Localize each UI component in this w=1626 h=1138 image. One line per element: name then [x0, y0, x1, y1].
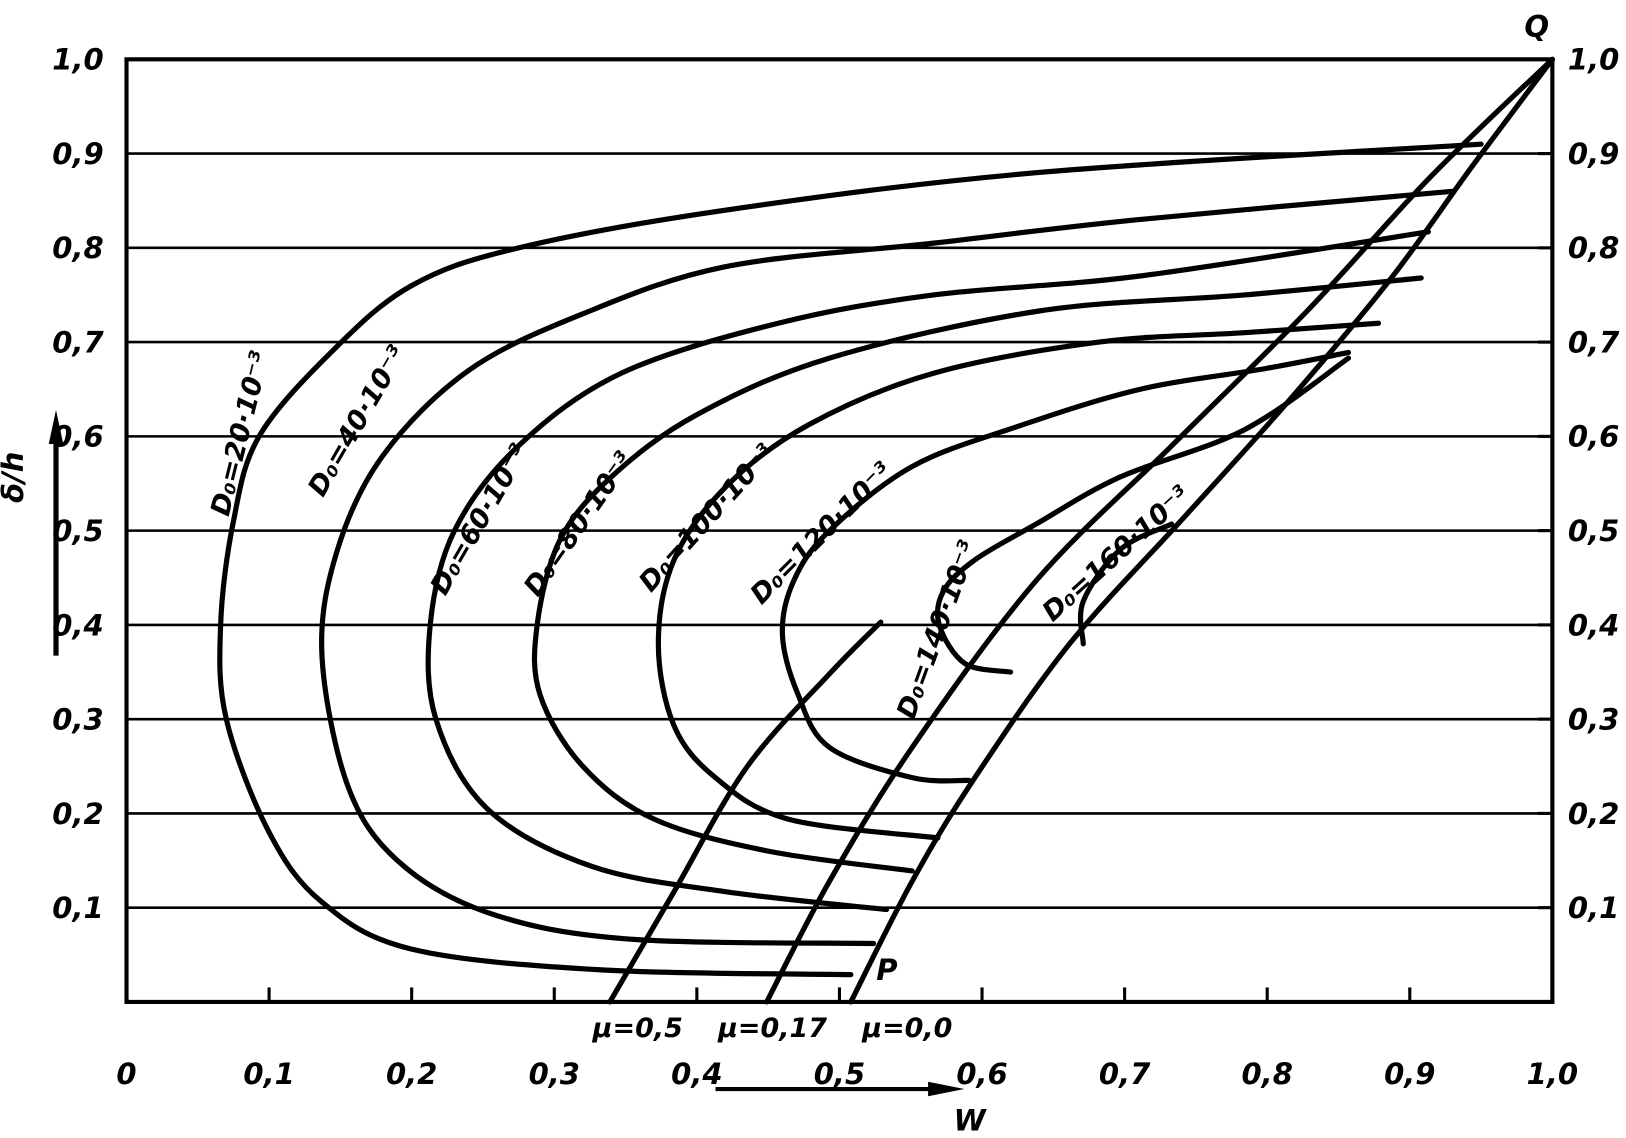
y-axis-arrowhead-icon — [48, 409, 64, 445]
series-line-0 — [217, 141, 1484, 978]
y-tick-label-left: 0,3 — [52, 703, 103, 737]
x-tick-label: 0,8 — [1241, 1057, 1292, 1091]
y-tick-label-right: 0,1 — [1568, 891, 1619, 925]
y-tick-label-left: 0,1 — [52, 891, 103, 925]
y-tick-label-left: 0,4 — [52, 608, 103, 642]
y-axis-label: δ/h — [0, 409, 64, 656]
series-line-9 — [764, 56, 1555, 1005]
point-label-q: Q — [1524, 10, 1549, 44]
x-tick-label: 0,9 — [1384, 1057, 1435, 1091]
y-tick-label-left: 0,8 — [52, 231, 103, 265]
y-tick-label-right: 0,4 — [1568, 608, 1619, 642]
x-tick-label: 0,5 — [814, 1057, 865, 1091]
y-tick-label-right: 0,8 — [1568, 231, 1619, 265]
y-tick-label-right: 0,2 — [1568, 797, 1619, 831]
series-line-10 — [607, 619, 884, 1005]
y-tick-label-right: 1,0 — [1568, 43, 1619, 77]
x-axis-label-text: W — [954, 1104, 988, 1138]
x-axis-arrowhead-icon — [928, 1081, 965, 1097]
x-tick-label: 1,0 — [1527, 1057, 1578, 1091]
series-label-mu-05: μ=0,5 — [592, 1013, 683, 1044]
y-tick-label-left: 1,0 — [52, 43, 103, 77]
y-tick-label-left: 0,9 — [52, 137, 103, 171]
curves — [217, 56, 1555, 1005]
series-label-d140: D₀=140·10⁻³ — [891, 537, 984, 723]
series-line-4 — [655, 320, 1382, 841]
series-line-3 — [531, 275, 1424, 874]
series-label-d80: D₀=80·10⁻³ — [518, 446, 640, 602]
x-axis-label: W — [715, 1081, 988, 1138]
series-label-d20: D₀=20·10⁻³ — [205, 348, 276, 519]
y-tick-label-right: 0,5 — [1568, 514, 1619, 548]
y-tick-label-right: 0,7 — [1568, 325, 1620, 359]
y-tick-label-right: 0,6 — [1568, 420, 1619, 454]
plot-frame — [124, 57, 1555, 1005]
y-axis-label-text: δ/h — [0, 452, 30, 503]
x-tick-label: 0,7 — [1099, 1057, 1151, 1091]
x-tick-label: 0,2 — [386, 1057, 437, 1091]
series-label-d120: D₀=120·10⁻³ — [744, 456, 898, 610]
series-line-7 — [1077, 521, 1175, 647]
x-tick-label: 0,4 — [671, 1057, 722, 1091]
x-tick-label: 0,6 — [956, 1057, 1007, 1091]
x-tick-label: 0 — [116, 1057, 136, 1091]
y-tick-label-right: 0,9 — [1568, 137, 1619, 171]
series-line-8 — [848, 56, 1555, 1005]
x-tick-label: 0,1 — [243, 1057, 294, 1091]
point-label-p: P — [876, 953, 897, 987]
series-line-1 — [319, 188, 1456, 947]
x-tick-label: 0,3 — [529, 1057, 580, 1091]
series-line-5 — [779, 349, 1352, 784]
y-tick-label-left: 0,7 — [52, 325, 104, 359]
series-line-2 — [425, 229, 1431, 913]
tick-labels: 0,1 0,1 0,2 0,2 0,3 0,3 0,4 0,4 0,5 0,5 0,6 0,6 0,7 0… — [52, 43, 1620, 1091]
y-tick-label-left: 0,5 — [52, 514, 103, 548]
series-line-6 — [934, 355, 1352, 675]
y-tick-label-right: 0,3 — [1568, 703, 1619, 737]
series-label-mu-017: μ=0,17 — [717, 1013, 827, 1044]
series-label-mu-0: μ=0,0 — [861, 1013, 952, 1044]
y-tick-label-left: 0,2 — [52, 797, 103, 831]
series-label-d60: D₀=60·10⁻³ — [425, 439, 536, 600]
